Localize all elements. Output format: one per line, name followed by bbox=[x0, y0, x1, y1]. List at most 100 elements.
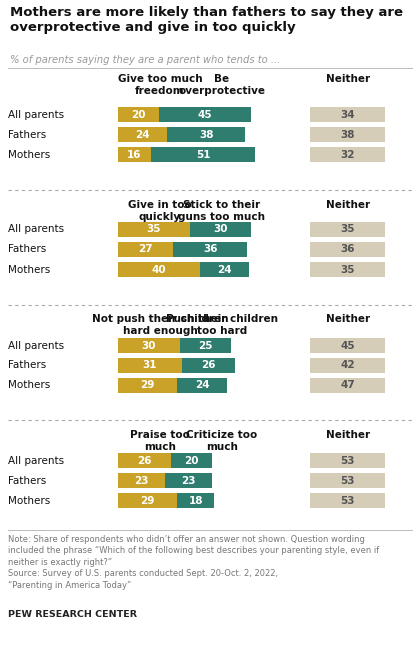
Bar bbox=[167, 127, 245, 142]
Bar bbox=[310, 338, 385, 353]
Text: 30: 30 bbox=[213, 224, 228, 234]
Text: 16: 16 bbox=[127, 150, 142, 159]
Bar bbox=[310, 358, 385, 373]
Text: Give in too
quickly: Give in too quickly bbox=[128, 200, 192, 222]
Text: 30: 30 bbox=[142, 340, 156, 350]
Bar bbox=[310, 147, 385, 162]
Text: 29: 29 bbox=[141, 380, 155, 390]
Text: % of parents saying they are a parent who tends to ...: % of parents saying they are a parent wh… bbox=[10, 55, 280, 65]
Text: Mothers: Mothers bbox=[8, 150, 50, 159]
Bar bbox=[310, 262, 385, 277]
Bar bbox=[118, 358, 181, 373]
Text: 20: 20 bbox=[184, 455, 199, 466]
Text: Criticize too
much: Criticize too much bbox=[186, 430, 257, 451]
Text: Fathers: Fathers bbox=[8, 361, 46, 371]
Bar bbox=[173, 242, 247, 257]
Text: 35: 35 bbox=[340, 264, 355, 274]
Text: 42: 42 bbox=[340, 361, 355, 371]
Text: Fathers: Fathers bbox=[8, 129, 46, 140]
Text: Not push their children
hard enough: Not push their children hard enough bbox=[92, 314, 228, 336]
Bar bbox=[118, 473, 165, 488]
Bar bbox=[151, 147, 255, 162]
Text: Mothers: Mothers bbox=[8, 264, 50, 274]
Bar bbox=[200, 262, 249, 277]
Bar bbox=[118, 242, 173, 257]
Bar bbox=[310, 493, 385, 508]
Text: 25: 25 bbox=[198, 340, 213, 350]
Bar bbox=[181, 358, 235, 373]
Bar bbox=[177, 378, 227, 393]
Text: Mothers: Mothers bbox=[8, 495, 50, 506]
Bar bbox=[118, 262, 200, 277]
Text: 23: 23 bbox=[134, 476, 149, 485]
Text: Neither: Neither bbox=[326, 430, 370, 440]
Text: 36: 36 bbox=[340, 245, 355, 255]
Text: 20: 20 bbox=[131, 110, 146, 119]
Text: 53: 53 bbox=[340, 476, 355, 485]
Text: 51: 51 bbox=[196, 150, 210, 159]
Bar bbox=[165, 473, 212, 488]
Text: 18: 18 bbox=[189, 495, 203, 506]
Text: 26: 26 bbox=[201, 361, 215, 371]
Text: All parents: All parents bbox=[8, 224, 64, 234]
Text: 26: 26 bbox=[137, 455, 152, 466]
Text: 47: 47 bbox=[340, 380, 355, 390]
Bar bbox=[118, 338, 179, 353]
Bar bbox=[118, 493, 177, 508]
Text: Push their children
too hard: Push their children too hard bbox=[166, 314, 278, 336]
Text: Note: Share of respondents who didn’t offer an answer not shown. Question wordin: Note: Share of respondents who didn’t of… bbox=[8, 535, 379, 590]
Bar bbox=[310, 378, 385, 393]
Bar bbox=[310, 453, 385, 468]
Text: All parents: All parents bbox=[8, 340, 64, 350]
Text: 24: 24 bbox=[195, 380, 209, 390]
Bar bbox=[310, 222, 385, 237]
Bar bbox=[118, 107, 159, 122]
Text: Fathers: Fathers bbox=[8, 245, 46, 255]
Text: 45: 45 bbox=[198, 110, 213, 119]
Text: 53: 53 bbox=[340, 495, 355, 506]
Text: 24: 24 bbox=[135, 129, 150, 140]
Bar bbox=[159, 107, 251, 122]
Text: 36: 36 bbox=[203, 245, 218, 255]
Text: 35: 35 bbox=[340, 224, 355, 234]
Text: 29: 29 bbox=[141, 495, 155, 506]
Bar bbox=[118, 378, 177, 393]
Text: Neither: Neither bbox=[326, 74, 370, 84]
Text: 38: 38 bbox=[199, 129, 213, 140]
Text: 27: 27 bbox=[138, 245, 153, 255]
Text: Give too much
freedom: Give too much freedom bbox=[118, 74, 202, 96]
Text: 35: 35 bbox=[147, 224, 161, 234]
Text: Stick to their
guns too much: Stick to their guns too much bbox=[178, 200, 265, 222]
Text: PEW RESEARCH CENTER: PEW RESEARCH CENTER bbox=[8, 610, 137, 619]
Text: All parents: All parents bbox=[8, 455, 64, 466]
Text: 34: 34 bbox=[340, 110, 355, 119]
Text: 31: 31 bbox=[142, 361, 157, 371]
Bar bbox=[118, 127, 167, 142]
Text: 24: 24 bbox=[217, 264, 232, 274]
Bar bbox=[118, 147, 151, 162]
Text: Fathers: Fathers bbox=[8, 476, 46, 485]
Bar bbox=[310, 107, 385, 122]
Text: Neither: Neither bbox=[326, 200, 370, 210]
Text: 45: 45 bbox=[340, 340, 355, 350]
Bar bbox=[171, 453, 212, 468]
Text: Mothers: Mothers bbox=[8, 380, 50, 390]
Bar bbox=[118, 453, 171, 468]
Text: All parents: All parents bbox=[8, 110, 64, 119]
Text: Praise too
much: Praise too much bbox=[130, 430, 190, 451]
Text: 53: 53 bbox=[340, 455, 355, 466]
Bar bbox=[310, 473, 385, 488]
Text: 23: 23 bbox=[181, 476, 196, 485]
Bar bbox=[310, 242, 385, 257]
Bar bbox=[310, 127, 385, 142]
Bar bbox=[190, 222, 251, 237]
Text: 32: 32 bbox=[340, 150, 355, 159]
Bar bbox=[177, 493, 214, 508]
Text: 38: 38 bbox=[340, 129, 355, 140]
Text: Neither: Neither bbox=[326, 314, 370, 324]
Text: Be
overprotective: Be overprotective bbox=[178, 74, 265, 96]
Text: 40: 40 bbox=[152, 264, 166, 274]
Bar bbox=[179, 338, 231, 353]
Text: Mothers are more likely than fathers to say they are
overprotective and give in : Mothers are more likely than fathers to … bbox=[10, 6, 403, 35]
Bar bbox=[118, 222, 190, 237]
